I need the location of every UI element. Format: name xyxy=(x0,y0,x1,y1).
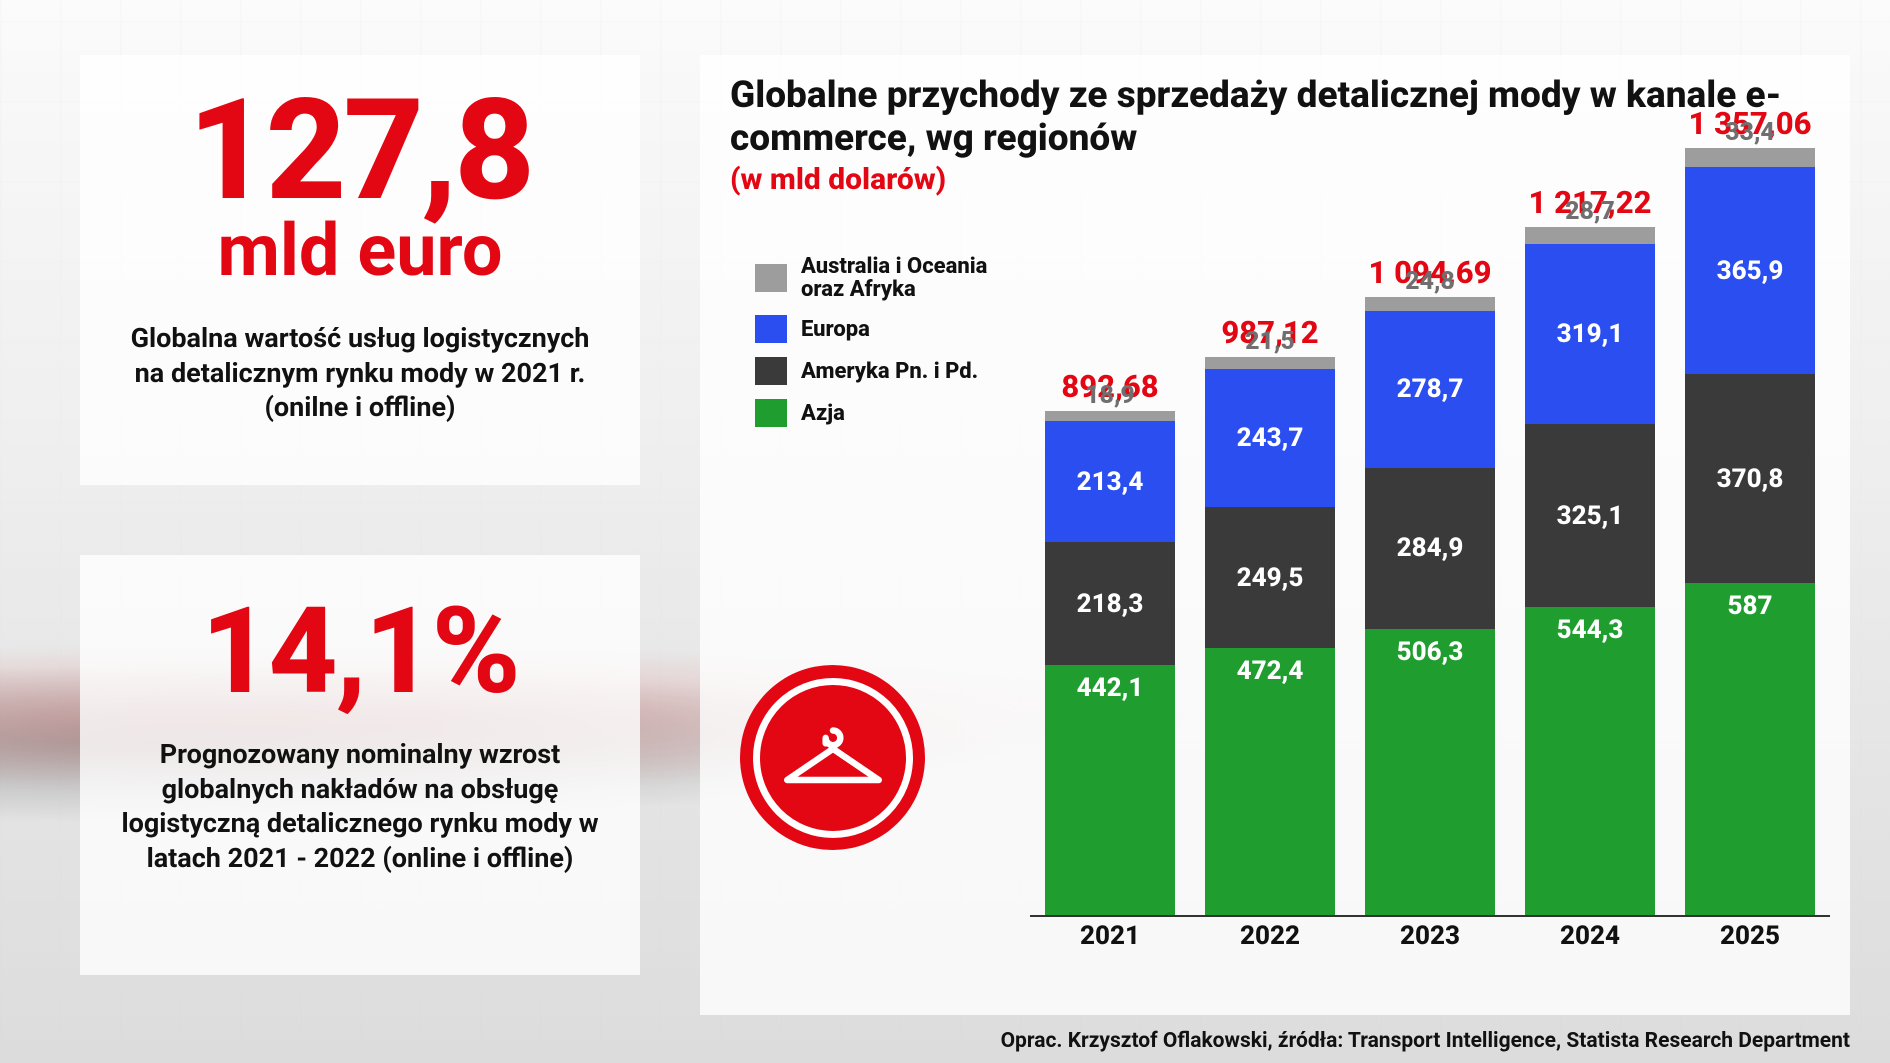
bar-segment-amer: 249,5 xyxy=(1205,507,1335,648)
bar-segment-amer: 218,3 xyxy=(1045,542,1175,665)
bar-2022: 987,12472,4249,5243,721,5 xyxy=(1205,314,1335,915)
bar-segment-europe: 213,4 xyxy=(1045,421,1175,542)
bar-segment-value: 18,9 xyxy=(1045,381,1175,410)
bar-segment-value: 249,5 xyxy=(1237,563,1304,593)
legend-item-asia: Azja xyxy=(755,399,1031,427)
bar-2025: 1 357,06587370,8365,933,4 xyxy=(1685,105,1815,915)
bar-segment-value: 370,8 xyxy=(1717,464,1784,494)
bar-segment-amer: 284,9 xyxy=(1365,468,1495,629)
bar-segment-value: 544,3 xyxy=(1557,615,1624,645)
bar-segment-value: 213,4 xyxy=(1077,467,1144,497)
bar-segment-value: 587 xyxy=(1728,591,1773,621)
legend-label: Australia i Oceania oraz Afryka xyxy=(801,255,1031,301)
bar-segment-asia: 587 xyxy=(1685,583,1815,915)
bar-segment-value: 33,4 xyxy=(1685,118,1815,147)
bar-segment-value: 278,7 xyxy=(1397,374,1464,404)
bar-segment-value: 218,3 xyxy=(1077,589,1144,619)
bar-segment-europe: 243,7 xyxy=(1205,369,1335,507)
bar-segment-value: 284,9 xyxy=(1397,533,1464,563)
hanger-icon xyxy=(740,665,925,850)
x-axis-label: 2025 xyxy=(1685,921,1815,951)
bar-segment-aus_afr: 33,4 xyxy=(1685,148,1815,167)
bar-segment-value: 365,9 xyxy=(1717,256,1784,286)
legend-label: Azja xyxy=(801,402,845,425)
bar-segment-asia: 544,3 xyxy=(1525,607,1655,915)
legend-swatch xyxy=(755,357,787,385)
stat1-desc: Globalna wartość usług logistycznych na … xyxy=(120,321,600,425)
bar-segment-europe: 319,1 xyxy=(1525,244,1655,424)
bar-segment-aus_afr: 28,7 xyxy=(1525,227,1655,243)
bar-segment-asia: 472,4 xyxy=(1205,648,1335,915)
bar-segment-value: 442,1 xyxy=(1077,673,1144,703)
bar-segment-asia: 506,3 xyxy=(1365,629,1495,915)
bar-segment-aus_afr: 18,9 xyxy=(1045,411,1175,422)
bar-segment-aus_afr: 21,5 xyxy=(1205,357,1335,369)
bar-segment-aus_afr: 24,8 xyxy=(1365,297,1495,311)
bar-segment-value: 319,1 xyxy=(1557,319,1624,349)
stat2-value: 14,1% xyxy=(120,595,600,709)
legend-item-europe: Europa xyxy=(755,315,1031,343)
bar-2023: 1 094,69506,3284,9278,724,8 xyxy=(1365,254,1495,915)
x-axis-label: 2023 xyxy=(1365,921,1495,951)
x-axis-label: 2021 xyxy=(1045,921,1175,951)
legend-label: Ameryka Pn. i Pd. xyxy=(801,360,978,383)
bar-segment-europe: 365,9 xyxy=(1685,167,1815,374)
bar-segment-amer: 370,8 xyxy=(1685,374,1815,584)
legend-item-aus_afr: Australia i Oceania oraz Afryka xyxy=(755,255,1031,301)
bar-stack: 442,1 218,3 213,4 18,9 xyxy=(1045,411,1175,915)
bar-segment-value: 21,5 xyxy=(1205,327,1335,356)
bar-segment-amer: 325,1 xyxy=(1525,424,1655,608)
stat-panel-growth: 14,1% Prognozowany nominalny wzrost glob… xyxy=(80,555,640,975)
bar-stack: 587 370,8 365,9 33,4 xyxy=(1685,148,1815,915)
chart-x-axis: 2021 2022 2023 2024 2025 xyxy=(1030,915,1830,955)
bar-segment-value: 472,4 xyxy=(1237,656,1304,686)
bar-segment-value: 506,3 xyxy=(1397,637,1464,667)
bar-stack: 544,3 325,1 319,1 28,7 xyxy=(1525,227,1655,915)
legend-label: Europa xyxy=(801,318,870,341)
bar-segment-value: 325,1 xyxy=(1557,501,1624,531)
stat-panel-logistics-value: 127,8 mld euro Globalna wartość usług lo… xyxy=(80,55,640,485)
chart-legend: Australia i Oceania oraz Afryka Europa Ame… xyxy=(755,255,1031,441)
chart-panel: Globalne przychody ze sprzedaży detalicz… xyxy=(700,55,1850,1015)
bar-2021: 892,68442,1218,3213,418,9 xyxy=(1045,368,1175,915)
legend-swatch xyxy=(755,399,787,427)
bar-2024: 1 217,22544,3325,1319,128,7 xyxy=(1525,184,1655,915)
source-attribution: Oprac. Krzysztof Oflakowski, źródła: Tra… xyxy=(1001,1029,1850,1053)
bar-segment-asia: 442,1 xyxy=(1045,665,1175,915)
x-axis-label: 2022 xyxy=(1205,921,1335,951)
stat2-desc: Prognozowany nominalny wzrost globalnych… xyxy=(120,737,600,875)
bar-segment-value: 24,8 xyxy=(1365,267,1495,296)
stat1-value: 127,8 xyxy=(120,85,600,218)
bar-segment-value: 243,7 xyxy=(1237,423,1304,453)
bar-segment-value: 28,7 xyxy=(1525,197,1655,226)
legend-swatch xyxy=(755,264,787,292)
bar-stack: 472,4 249,5 243,7 21,5 xyxy=(1205,357,1335,915)
legend-swatch xyxy=(755,315,787,343)
bar-segment-europe: 278,7 xyxy=(1365,311,1495,468)
x-axis-label: 2024 xyxy=(1525,921,1655,951)
chart-bars-area: 892,68442,1218,3213,418,9987,12472,4249,… xyxy=(1030,125,1830,955)
bar-stack: 506,3 284,9 278,7 24,8 xyxy=(1365,297,1495,915)
legend-item-amer: Ameryka Pn. i Pd. xyxy=(755,357,1031,385)
